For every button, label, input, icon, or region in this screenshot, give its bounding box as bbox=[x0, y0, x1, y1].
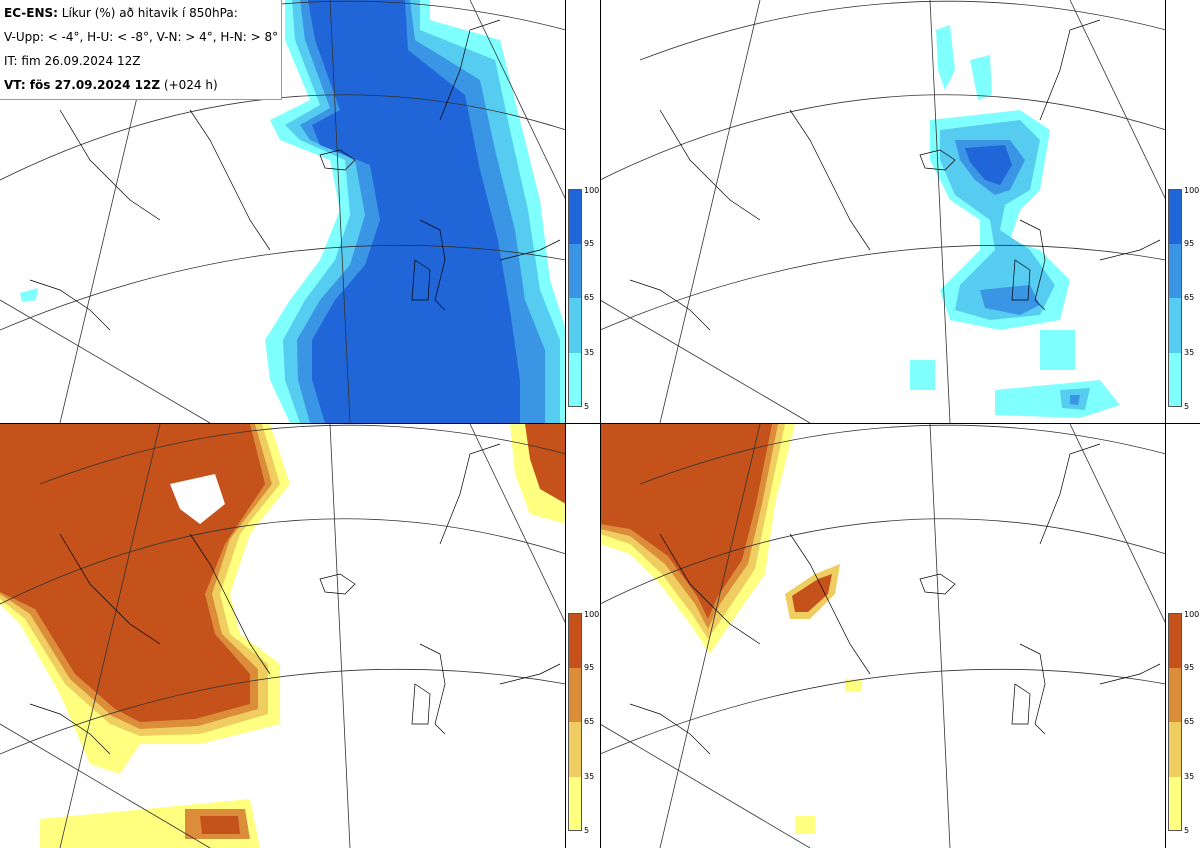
colorbar-tick-label: 95 bbox=[1184, 663, 1195, 672]
colorbar-tick-label: 100 bbox=[1184, 610, 1200, 619]
colorbar-tick-label: 95 bbox=[584, 239, 595, 248]
colorbar-segment bbox=[1168, 722, 1182, 777]
map-canvas bbox=[600, 424, 1166, 848]
legend-line-categories: V-Upp: < -4°, H-U: < -8°, V-N: > 4°, H-N… bbox=[4, 30, 279, 44]
legend-valid-lead: (+024 h) bbox=[160, 78, 218, 92]
colorbar-tick-label: 65 bbox=[584, 717, 595, 726]
colorbar-tick-label: 5 bbox=[1184, 826, 1190, 835]
colorbar-segment bbox=[1168, 777, 1182, 831]
colorbar-tick-label: 5 bbox=[584, 402, 590, 411]
legend-model-desc: Líkur (%) að hitavik í 850hPa: bbox=[57, 6, 238, 20]
legend-line-valid: VT: fös 27.09.2024 12Z (+024 h) bbox=[4, 76, 277, 100]
colorbar-tick-label: 5 bbox=[1184, 402, 1190, 411]
colorbar-tick-label: 95 bbox=[584, 663, 595, 672]
colorbar-segment bbox=[568, 298, 582, 353]
colorbar-segment bbox=[568, 777, 582, 831]
colorbar-tick-label: 65 bbox=[1184, 293, 1195, 302]
map-panel-cold-8 bbox=[600, 0, 1166, 423]
map-canvas bbox=[0, 424, 566, 848]
colorbar-frame bbox=[568, 189, 582, 407]
legend-valid-label: VT: fös 27.09.2024 12Z bbox=[4, 78, 161, 92]
colorbar-tick-label: 95 bbox=[1184, 239, 1195, 248]
colorbar-segment bbox=[1168, 298, 1182, 353]
colorbar-tick-label: 35 bbox=[1184, 348, 1195, 357]
colorbar-segment bbox=[568, 189, 582, 244]
colorbar-segment bbox=[1168, 244, 1182, 298]
colorbar-segment bbox=[1168, 613, 1182, 668]
colorbar-top-right: 100 95 65 35 5 bbox=[1168, 187, 1199, 411]
colorbar-segment bbox=[1168, 668, 1182, 722]
map-panel-warm-8 bbox=[600, 424, 1166, 848]
panel-divider-left bbox=[565, 0, 566, 848]
colorbar-tick-label: 65 bbox=[1184, 717, 1195, 726]
colorbar-segment bbox=[568, 244, 582, 298]
colorbar-tick-label: 35 bbox=[584, 348, 595, 357]
panel-divider-far-right bbox=[1165, 0, 1166, 848]
legend-line-model: EC-ENS: Líkur (%) að hitavik í 850hPa: bbox=[4, 4, 277, 28]
map-canvas bbox=[600, 0, 1166, 423]
colorbar-frame bbox=[568, 613, 582, 831]
colorbar-bottom-right: 100 95 65 35 5 bbox=[1168, 611, 1199, 835]
colorbar-segment bbox=[568, 353, 582, 407]
colorbar-bottom-left: 100 95 65 35 5 bbox=[568, 611, 599, 835]
colorbar-tick-label: 35 bbox=[584, 772, 595, 781]
legend-line-init: IT: fim 26.09.2024 12Z bbox=[4, 54, 141, 68]
colorbar-frame bbox=[1168, 189, 1182, 407]
legend-model-label: EC-ENS: bbox=[4, 6, 58, 20]
colorbar-segment bbox=[568, 722, 582, 777]
colorbar-segment bbox=[568, 668, 582, 722]
colorbar-tick-label: 5 bbox=[584, 826, 590, 835]
colorbar-top-left: 100 95 65 35 5 bbox=[568, 187, 599, 411]
colorbar-tick-label: 100 bbox=[584, 610, 600, 619]
panel-divider-right bbox=[600, 0, 601, 848]
colorbar-tick-label: 35 bbox=[1184, 772, 1195, 781]
colorbar-tick-label: 100 bbox=[1184, 186, 1200, 195]
map-canvas bbox=[0, 0, 566, 423]
map-panel-cold-4: EC-ENS: Líkur (%) að hitavik í 850hPa: V… bbox=[0, 0, 566, 423]
colorbar-tick-label: 100 bbox=[584, 186, 600, 195]
map-legend: EC-ENS: Líkur (%) að hitavik í 850hPa: V… bbox=[0, 0, 282, 100]
colorbar-tick-label: 65 bbox=[584, 293, 595, 302]
map-panel-warm-4 bbox=[0, 424, 566, 848]
colorbar-segment bbox=[568, 613, 582, 668]
colorbar-frame bbox=[1168, 613, 1182, 831]
colorbar-segment bbox=[1168, 353, 1182, 407]
colorbar-segment bbox=[1168, 189, 1182, 244]
